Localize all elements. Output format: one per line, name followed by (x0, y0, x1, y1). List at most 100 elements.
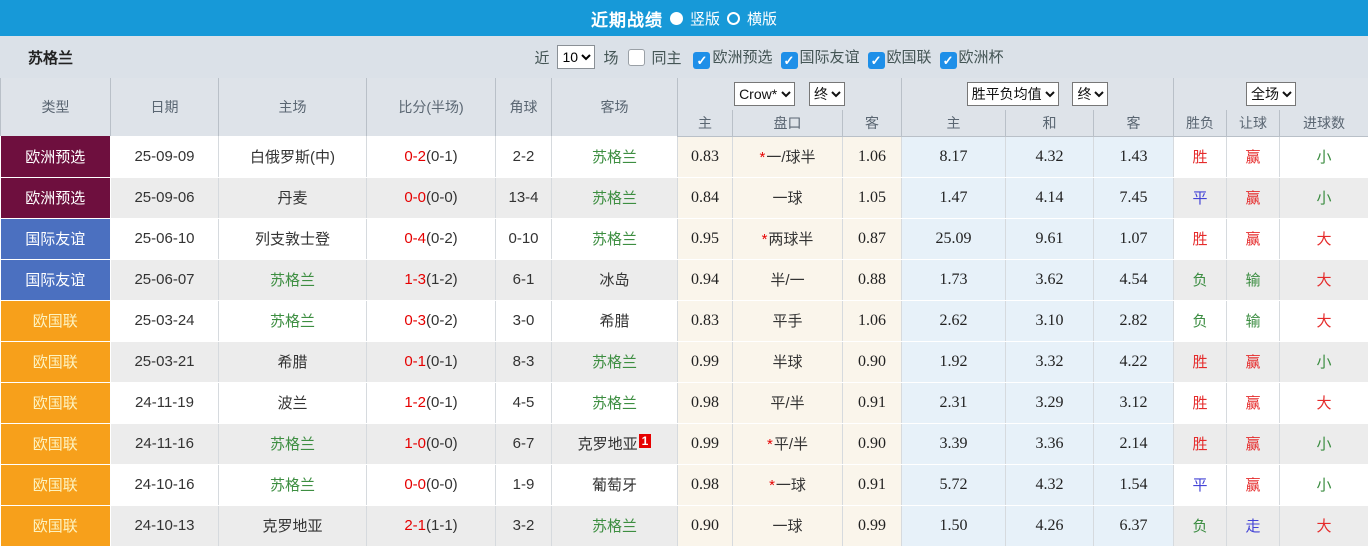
odds-away-cell: 0.99 (842, 505, 903, 547)
avg-home-cell: 5.72 (901, 464, 1007, 506)
competition-checkbox[interactable]: ✓ (867, 51, 885, 69)
bookmaker-select[interactable]: Crow* (734, 82, 796, 106)
competition-filters: ✓ 欧洲预选 ✓ 国际友谊 ✓ 欧国联 ✓ 欧洲杯 (685, 46, 1004, 69)
avg-draw-cell: 4.26 (1005, 505, 1095, 547)
result-cell: 负 (1173, 505, 1228, 547)
competition-checkbox[interactable]: ✓ (939, 51, 957, 69)
avg-group-header: 胜平负均值 终 (901, 78, 1175, 110)
goals-cell: 小 (1279, 177, 1368, 219)
avg-draw-cell: 3.62 (1005, 259, 1095, 301)
avg-home-cell: 8.17 (901, 136, 1007, 178)
goals-cell: 大 (1279, 505, 1368, 547)
same-home-checkbox[interactable] (628, 48, 646, 66)
odds-away-cell: 0.91 (842, 464, 903, 506)
away-team-cell: 冰岛 (551, 259, 678, 301)
odds-home-cell: 0.90 (677, 505, 733, 547)
home-team-cell: 苏格兰 (218, 300, 367, 342)
odds-away-cell: 0.90 (842, 423, 903, 465)
goals-cell: 大 (1279, 382, 1368, 424)
table-row: 欧国联 25-03-21 希腊 0-1(0-1) 8-3 苏格兰 0.99 半球 0.90 1.9… (0, 341, 1368, 383)
period-select[interactable]: 全场 (1246, 82, 1297, 106)
corners-cell: 8-3 (495, 341, 552, 383)
avg-away-cell: 3.12 (1093, 382, 1175, 424)
competition-checkbox[interactable]: ✓ (780, 51, 798, 69)
table-row: 欧洲预选 25-09-09 白俄罗斯(中) 0-2(0-1) 2-2 苏格兰 0.83 *一/… (0, 136, 1368, 178)
date-cell: 24-11-16 (110, 423, 219, 465)
score-cell: 0-3(0-2) (366, 300, 496, 342)
col-header-handicap: 盘口 (732, 110, 843, 137)
avg-draw-cell: 9.61 (1005, 218, 1095, 260)
avg-draw-cell: 3.10 (1005, 300, 1095, 342)
odds-home-cell: 0.95 (677, 218, 733, 260)
avg-draw-cell: 3.32 (1005, 341, 1095, 383)
odds-home-cell: 0.98 (677, 382, 733, 424)
type-badge-cell: 欧国联 (0, 382, 111, 424)
col-header-goals: 进球数 (1279, 110, 1368, 137)
col-header-score: 比分(半场) (366, 78, 496, 136)
recent-results-table: 类型 日期 主场 比分(半场) 角球 客场 Crow* 终 胜平负均值 终 全场… (0, 78, 1368, 547)
col-header-odds-away: 客 (841, 110, 903, 137)
type-badge-cell: 国际友谊 (0, 259, 111, 301)
table-row: 欧国联 24-10-13 克罗地亚 2-1(1-1) 3-2 苏格兰 0.90 一球 0.99 1… (0, 505, 1368, 547)
vertical-layout-radio[interactable] (669, 11, 683, 25)
competition-checkbox[interactable]: ✓ (693, 51, 711, 69)
col-header-avg-draw: 和 (1005, 110, 1095, 137)
horizontal-layout-label: 横版 (747, 10, 778, 28)
odds-away-cell: 0.91 (842, 382, 903, 424)
competition-label: 欧洲预选 (712, 48, 773, 66)
handicap-cell: 一球 (732, 505, 843, 547)
avg-home-cell: 2.31 (901, 382, 1007, 424)
competition-label: 欧国联 (886, 48, 932, 66)
type-badge-cell: 欧洲预选 (0, 136, 111, 178)
avg-away-cell: 2.82 (1093, 300, 1175, 342)
type-badge-cell: 欧国联 (0, 300, 111, 342)
type-badge-cell: 欧国联 (0, 464, 111, 506)
home-team-cell: 列支敦士登 (218, 218, 367, 260)
table-row: 欧国联 24-11-16 苏格兰 1-0(0-0) 6-7 克罗地亚 1 0.99 *平/半 0.… (0, 423, 1368, 465)
avg-type-select[interactable]: 胜平负均值 (966, 82, 1059, 106)
odds-away-cell: 1.06 (842, 300, 903, 342)
avg-away-cell: 1.54 (1093, 464, 1175, 506)
result-cell: 胜 (1173, 136, 1228, 178)
home-team-cell: 白俄罗斯(中) (218, 136, 367, 178)
competition-label: 国际友谊 (799, 48, 860, 66)
spread-result-cell: 输 (1226, 300, 1281, 342)
date-cell: 25-06-10 (110, 218, 219, 260)
score-cell: 0-1(0-1) (366, 341, 496, 383)
avg-away-cell: 2.14 (1093, 423, 1175, 465)
col-header-home: 主场 (218, 78, 367, 136)
spread-result-cell: 赢 (1226, 423, 1281, 465)
spread-result-cell: 赢 (1226, 136, 1281, 178)
spread-result-cell: 赢 (1226, 341, 1281, 383)
corners-cell: 6-1 (495, 259, 552, 301)
home-team-cell: 苏格兰 (218, 464, 367, 506)
avg-away-cell: 1.07 (1093, 218, 1175, 260)
horizontal-layout-radio[interactable] (727, 11, 740, 25)
avg-away-cell: 4.54 (1093, 259, 1175, 301)
recent-count-select[interactable]: 10 (557, 45, 596, 69)
date-cell: 24-11-19 (110, 382, 219, 424)
result-cell: 负 (1173, 300, 1228, 342)
home-team-cell: 苏格兰 (218, 423, 367, 465)
spread-result-cell: 赢 (1226, 464, 1281, 506)
avg-draw-cell: 3.36 (1005, 423, 1095, 465)
avg-home-cell: 3.39 (901, 423, 1007, 465)
type-badge-cell: 欧国联 (0, 341, 111, 383)
vertical-layout-label: 竖版 (689, 10, 720, 28)
page-title: 近期战绩 (590, 10, 663, 30)
score-cell: 1-3(1-2) (366, 259, 496, 301)
home-team-cell: 波兰 (218, 382, 367, 424)
corners-cell: 3-0 (495, 300, 552, 342)
odds-home-cell: 0.83 (677, 136, 733, 178)
score-cell: 0-2(0-1) (366, 136, 496, 178)
avg-time-select[interactable]: 终 (1072, 82, 1109, 106)
spread-result-cell: 走 (1226, 505, 1281, 547)
table-row: 欧洲预选 25-09-06 丹麦 0-0(0-0) 13-4 苏格兰 0.84 一球 1.05 1… (0, 177, 1368, 219)
col-header-spread: 让球 (1226, 110, 1281, 137)
handicap-cell: 平/半 (732, 382, 843, 424)
result-group-header: 全场 (1173, 78, 1368, 110)
date-cell: 25-09-09 (110, 136, 219, 178)
odds-time-select[interactable]: 终 (808, 82, 845, 106)
table-row: 欧国联 25-03-24 苏格兰 0-3(0-2) 3-0 希腊 0.83 平手 1.06 2.6… (0, 300, 1368, 342)
corners-cell: 4-5 (495, 382, 552, 424)
